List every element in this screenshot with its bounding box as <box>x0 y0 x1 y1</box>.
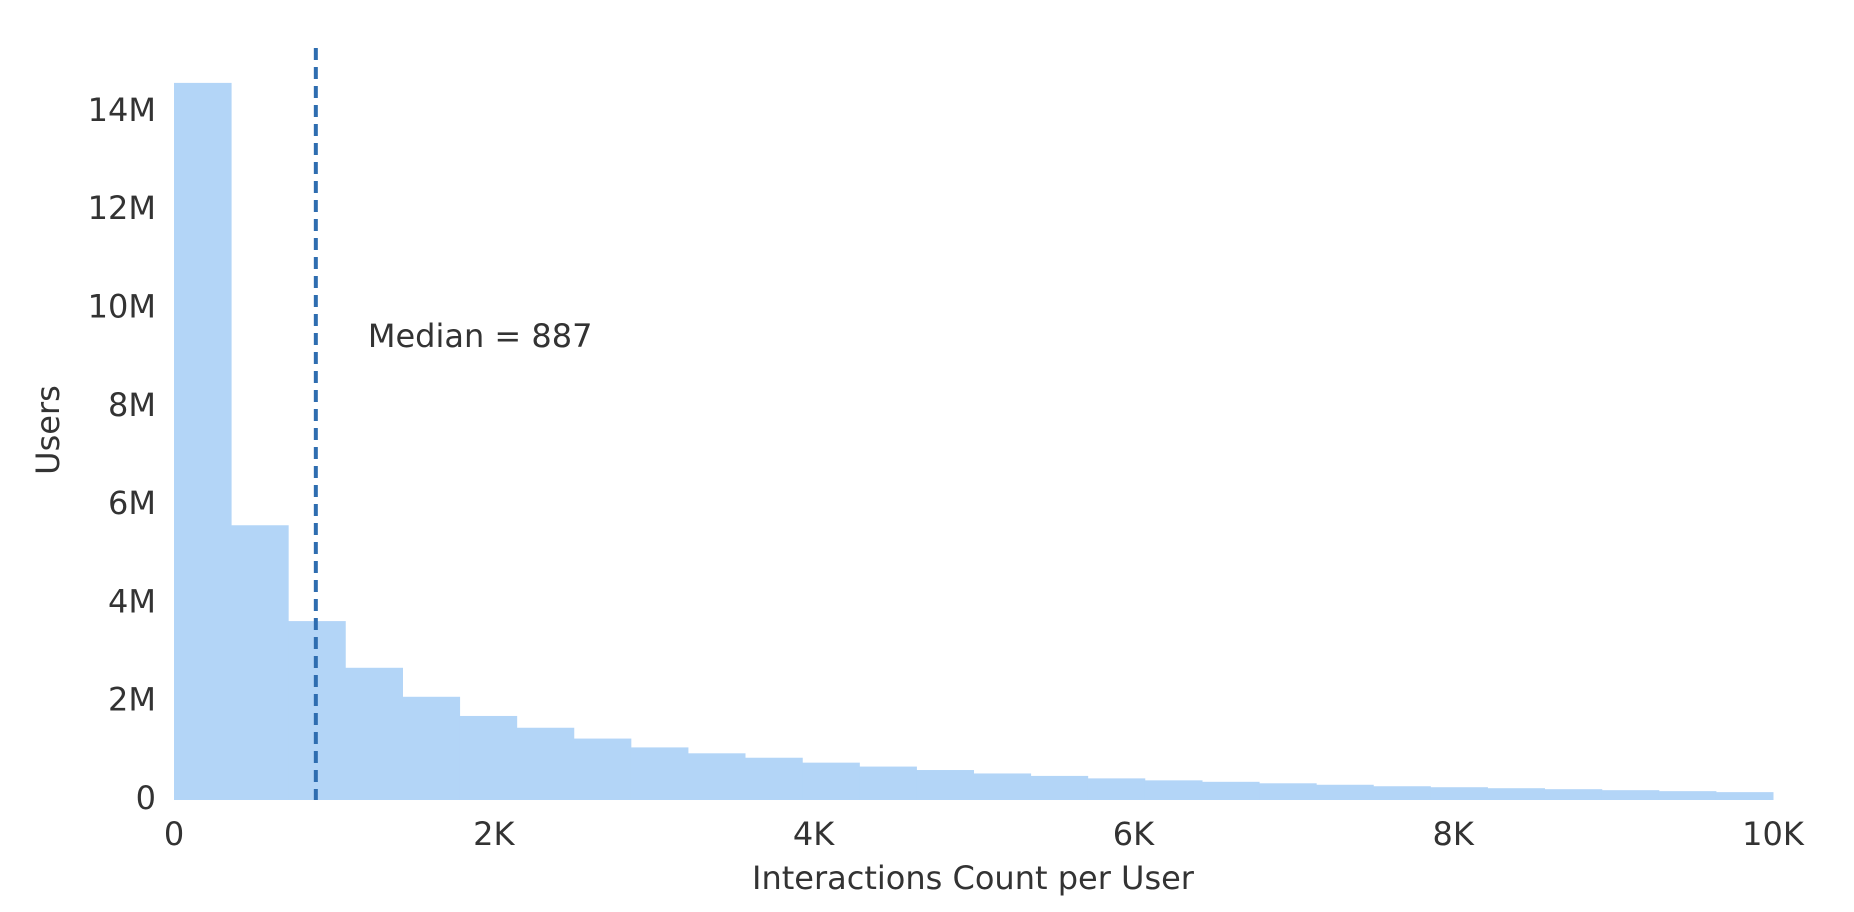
x-tick-label: 10K <box>1742 815 1805 853</box>
x-tick-label: 6K <box>1113 815 1155 853</box>
bar <box>745 757 803 800</box>
bar <box>1144 780 1203 800</box>
bar <box>174 82 232 800</box>
x-axis-label: Interactions Count per User <box>752 859 1195 897</box>
bar <box>345 667 403 800</box>
bar <box>1316 784 1374 800</box>
median-annotation: Median = 887 <box>368 317 593 355</box>
bar <box>573 738 632 800</box>
x-tick-label: 8K <box>1433 815 1475 853</box>
bar <box>1544 789 1603 800</box>
x-tick-label: 0 <box>164 815 184 853</box>
bar <box>1030 775 1089 800</box>
bar <box>802 762 860 800</box>
x-tick-label: 2K <box>473 815 515 853</box>
y-axis-label: Users <box>29 385 67 475</box>
bar <box>687 753 746 800</box>
y-tick-label: 8M <box>108 386 156 424</box>
y-tick-label: 2M <box>108 681 156 719</box>
bar <box>1601 790 1660 800</box>
bar <box>1487 788 1546 800</box>
bar <box>1087 778 1146 800</box>
bar <box>1201 781 1260 800</box>
bar <box>630 747 689 800</box>
y-tick-label: 0 <box>136 779 156 817</box>
y-tick-label: 4M <box>108 582 156 620</box>
bar <box>402 696 461 800</box>
bar <box>1430 787 1488 800</box>
y-tick-label: 6M <box>108 484 156 522</box>
bar <box>973 773 1032 800</box>
bar <box>916 770 974 800</box>
bar <box>1715 792 1774 800</box>
bar <box>1373 786 1431 800</box>
bar <box>1259 783 1317 800</box>
x-tick-label: 4K <box>793 815 835 853</box>
y-tick-label: 12M <box>88 189 156 227</box>
bar <box>459 715 518 800</box>
y-tick-label: 10M <box>88 287 156 325</box>
bar <box>516 727 575 800</box>
bar <box>1658 791 1717 800</box>
bar <box>231 525 289 800</box>
bar <box>859 766 917 800</box>
y-tick-label: 14M <box>88 91 156 129</box>
